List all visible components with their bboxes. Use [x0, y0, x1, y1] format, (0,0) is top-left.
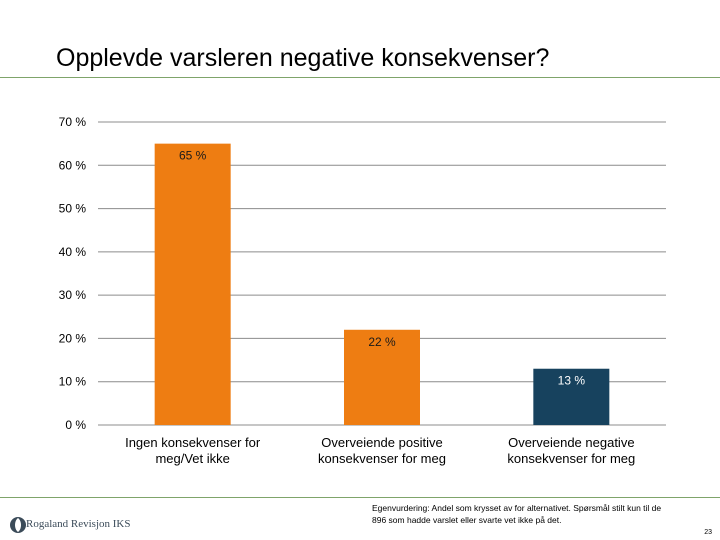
x-category-label: Overveiende positive konsekvenser for meg: [318, 435, 446, 466]
bar-data-label: 65 %: [179, 149, 207, 163]
footnote-line-2: 896 som hadde varslet eller svarte vet i…: [372, 515, 562, 525]
y-tick-label: 20 %: [59, 331, 87, 345]
footnote-line-1: Egenvurdering: Andel som krysset av for …: [372, 503, 662, 513]
y-axis-tick-labels: 0 % 10 % 20 % 30 % 40 % 50 % 60 % 70 %: [59, 115, 87, 432]
x-category-label: Overveiende negative konsekvenser for meg: [507, 435, 635, 466]
slide-title: Opplevde varsleren negative konsekvenser…: [56, 44, 550, 72]
bar: [533, 368, 610, 425]
bar-data-label: 13 %: [558, 374, 586, 388]
bar-data-labels: 65 % 22 % 13 %: [179, 149, 585, 388]
footer-divider: [0, 497, 720, 498]
rogaland-revisjon-logo-icon: [10, 517, 26, 533]
logo-text: Rogaland Revisjon IKS: [26, 518, 131, 530]
y-tick-label: 10 %: [59, 375, 87, 389]
bars: [154, 143, 610, 425]
title-divider: [0, 77, 720, 78]
y-tick-label: 0 %: [65, 418, 86, 432]
x-axis-category-labels: Ingen konsekvenser for meg/Vet ikke Overve…: [125, 435, 635, 466]
y-tick-label: 70 %: [59, 115, 87, 129]
bar: [344, 329, 420, 425]
y-tick-label: 40 %: [59, 245, 87, 259]
y-tick-label: 50 %: [59, 202, 87, 216]
bar: [154, 143, 231, 425]
y-tick-label: 60 %: [59, 158, 87, 172]
bar-data-label: 22 %: [368, 335, 396, 349]
page-number: 23: [704, 529, 712, 536]
x-category-label: Ingen konsekvenser for meg/Vet ikke: [125, 435, 261, 466]
y-tick-label: 30 %: [59, 288, 87, 302]
footnote: Egenvurdering: Andel som krysset av for …: [372, 502, 717, 526]
